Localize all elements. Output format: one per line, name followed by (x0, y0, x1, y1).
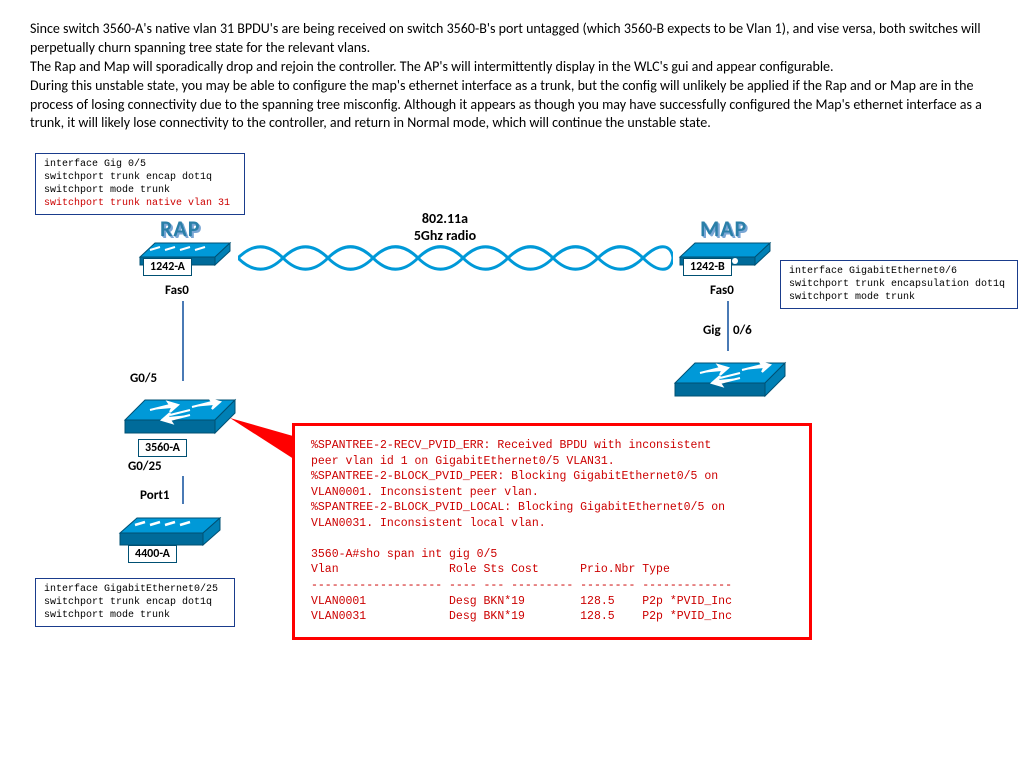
switch-3560a-icon (120, 385, 240, 440)
network-diagram: interface Gig 0/5 switchport trunk encap… (30, 153, 994, 713)
callout-arrow-icon (230, 418, 300, 478)
g025-label: G0/25 (128, 459, 162, 474)
rap-fas0-label: Fas0 (165, 283, 189, 298)
link-switch-wlc (182, 476, 184, 504)
config-box-g06: interface GigabitEthernet0/6 switchport … (780, 260, 1018, 309)
radio-label: 802.11a 5Ghz radio (395, 211, 495, 245)
spanning-tree-error-output: %SPANTREE-2-RECV_PVID_ERR: Received BPDU… (292, 423, 812, 639)
config-box-g05: interface Gig 0/5 switchport trunk encap… (35, 153, 245, 215)
config-box-g025: interface GigabitEthernet0/25 switchport… (35, 578, 235, 627)
map-fas0-label: Fas0 (710, 283, 734, 298)
link-map-switch (727, 301, 729, 351)
map-id-label: 1242-B (683, 258, 732, 276)
link-rap-switch (182, 301, 184, 381)
switch-right-icon (670, 348, 790, 403)
g05-label: G0/5 (130, 371, 157, 386)
rap-id-label: 1242-A (143, 258, 192, 276)
gig06-label-num: 0/6 (733, 323, 752, 338)
gig06-label: Gig (703, 323, 721, 338)
switch-3560a-label: 3560-A (138, 439, 187, 457)
description-text: Since switch 3560-A's native vlan 31 BPD… (30, 20, 994, 133)
port1-label: Port1 (140, 488, 169, 503)
wlc-label: 4400-A (128, 545, 177, 563)
radio-wave-icon (238, 243, 673, 273)
